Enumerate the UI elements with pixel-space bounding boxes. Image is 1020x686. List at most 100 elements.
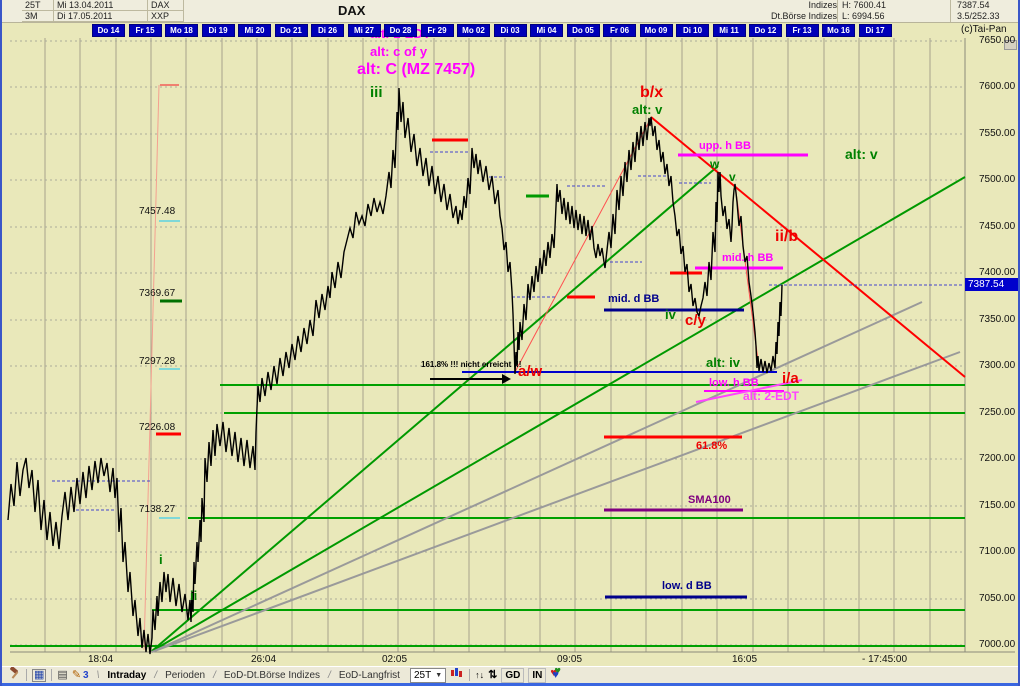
high-low-values: H: 7600.41 L: 6994.56: [842, 0, 951, 22]
date-chip: Di 19: [201, 24, 235, 37]
wave-annotation: low. d BB: [662, 580, 712, 592]
wave-annotation: alt: 2-EDT: [743, 389, 800, 403]
wave-annotation: alt: iv: [706, 355, 740, 370]
date-chip: Di 17: [858, 24, 892, 37]
target-arrow-head: [502, 374, 511, 384]
period-select-value: 25T: [413, 669, 432, 681]
taipan-logo-icon[interactable]: ♥ ♥ ♥: [550, 665, 561, 681]
wave-annotation: SMA100: [688, 494, 731, 506]
y-axis-label: 7050.00: [979, 593, 1016, 604]
chart-settings-table: 25T Mi 13.04.2011 DAX 3M Di 17.05.2011 X…: [22, 0, 184, 22]
y-axis-label: 7400.00: [979, 267, 1016, 278]
chart-line: [143, 84, 160, 651]
wave-annotation: w: [710, 157, 720, 171]
wave-annotation: mid. d BB: [608, 293, 660, 305]
chart-line: [650, 116, 966, 378]
hammer-icon[interactable]: [8, 666, 21, 683]
chart-title: DAX: [338, 3, 366, 18]
date-chip: Mo 09: [639, 24, 673, 37]
wave-annotation: b/x: [640, 84, 664, 101]
period-select[interactable]: 25T ▼: [409, 667, 447, 683]
date-chip: Di 10: [676, 24, 709, 37]
chart-line: [151, 165, 719, 652]
pencil-count-badge: 3: [83, 669, 89, 681]
wave-annotation: upp. h BB: [699, 140, 751, 152]
y-axis-label: 7650.00: [979, 35, 1016, 46]
date-chip: Fr 29: [420, 24, 454, 37]
date-chip: Mi 11: [712, 24, 746, 37]
updown-arrows-icon[interactable]: ↑↓: [475, 669, 485, 680]
date-chip: Mo 16: [822, 24, 855, 37]
wave-annotation: i: [159, 552, 163, 567]
document-icon[interactable]: ▤: [57, 668, 68, 681]
wave-annotation: iii: [370, 84, 383, 101]
tab-strip: Intraday / Perioden / EoD-Dt.Börse Indizes / E…: [99, 670, 408, 681]
price-level-label: 7369.67: [139, 288, 176, 299]
wave-annotation: alt: v: [845, 146, 878, 162]
y-axis-label: 7600.00: [979, 81, 1016, 92]
in-button[interactable]: IN: [528, 667, 547, 683]
last-price-badge: 7387.54: [965, 278, 1018, 291]
chart-line: [151, 176, 966, 652]
x-axis-label: 26:04: [251, 654, 277, 665]
date-chip: Di 26: [311, 24, 344, 37]
wave-annotation: 61.8%: [696, 440, 728, 452]
chart-line: [151, 351, 961, 653]
tab-slash: /: [328, 669, 331, 681]
wave-annotation: ii/b: [775, 228, 799, 245]
pencil-icon[interactable]: ✎: [71, 668, 82, 681]
date-cell: Mi 13.04.2011: [54, 0, 148, 11]
date-chip: Do 05: [566, 24, 600, 37]
chart-line: [514, 117, 652, 373]
wave-annotation: i/a: [782, 370, 799, 387]
candlestick-chart-icon[interactable]: [450, 667, 464, 683]
toolbar-separator: [469, 669, 471, 681]
chart-line: [151, 301, 923, 653]
wave-annotation: alt: C (MZ 7457): [357, 61, 476, 78]
bottom-toolbar: ▦ ▤ ✎ 3 \ Intraday / Perioden / EoD-Dt.Börse…: [2, 665, 1018, 683]
period-cell: 25T: [22, 0, 54, 11]
toolbar-separator: [26, 669, 27, 681]
date-chip: Do 12: [749, 24, 782, 37]
y-axis-label: 7100.00: [979, 546, 1016, 557]
y-axis-label: 7200.00: [979, 453, 1016, 464]
date-cell: Di 17.05.2011: [54, 11, 148, 22]
tab-slash: /: [213, 669, 216, 681]
window-bottom-border: [2, 683, 1018, 686]
wave-annotation: 161.8% !!! nicht erreicht !!!: [421, 360, 522, 369]
tab-slash: /: [154, 669, 158, 681]
y-axis-label: 7500.00: [979, 174, 1016, 185]
panel-collapse-handle[interactable]: [1004, 40, 1017, 50]
tab-eod-dt-b-rse-indizes[interactable]: EoD-Dt.Börse Indizes: [223, 669, 321, 681]
tab-intraday[interactable]: Intraday: [107, 669, 147, 681]
date-chip: Mi 04: [530, 24, 563, 37]
price-line: [7, 87, 783, 655]
x-axis-label: 16:05: [732, 654, 758, 665]
period-cell: 3M: [22, 11, 54, 22]
wave-annotation: mid. h BB: [722, 252, 774, 264]
grid-window-icon[interactable]: ▦: [32, 668, 47, 682]
price-level-label: 7226.08: [139, 422, 176, 433]
date-chip: Do 21: [274, 24, 308, 37]
gd-button[interactable]: GD: [501, 667, 525, 683]
chevron-down-icon: ▼: [435, 671, 443, 679]
wave-annotation: iv: [665, 307, 676, 322]
wave-annotation: a/w: [518, 363, 543, 380]
tab-slash: \: [96, 669, 100, 681]
index-group: Indizes Dt.Börse Indizes: [722, 0, 838, 22]
date-chip: Fr 06: [603, 24, 636, 37]
date-chip: Fr 13: [785, 24, 819, 37]
tab-perioden[interactable]: Perioden: [165, 669, 206, 681]
date-chip: Mo 18: [165, 24, 198, 37]
spin-arrows-icon[interactable]: ⇅: [488, 668, 498, 681]
date-chip: Do 28: [384, 24, 417, 37]
date-chip: Mi 20: [238, 24, 271, 37]
tab-eod-langfrist[interactable]: EoD-Langfrist: [338, 669, 400, 681]
x-axis-label: 09:05: [557, 654, 583, 665]
wave-annotation: v: [729, 170, 736, 184]
wave-annotation: c/y: [685, 312, 706, 329]
x-axis-label: 02:05: [382, 654, 408, 665]
copyright-label: (c)Tai-Pan: [961, 24, 1007, 35]
